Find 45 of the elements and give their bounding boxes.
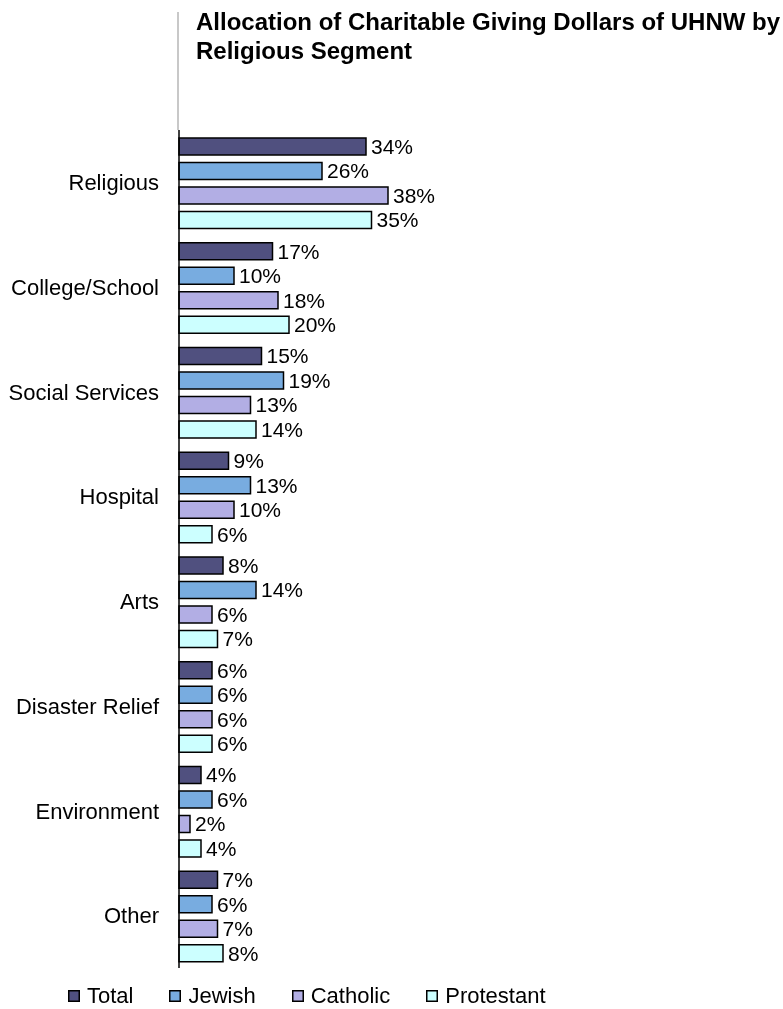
y-tick-label: Social Services [8,379,159,405]
data-label: 6% [217,707,248,731]
data-label: 7% [222,868,253,892]
data-label: 34% [371,134,414,158]
data-label: 18% [283,288,326,312]
data-label: 6% [217,683,248,707]
data-label: 14% [261,578,304,602]
data-label: 6% [217,787,248,811]
data-label: 6% [217,892,248,916]
legend-label: Total [87,983,134,1009]
text: Allocation of Charitable Giving Dollars of UHNW by Religious Segment [196,7,782,65]
data-label: 8% [228,553,259,577]
y-tick-label: Other [103,903,159,929]
y-tick-label: Religious [68,170,159,196]
data-label: 4% [206,763,237,787]
data-label: 7% [222,917,253,941]
data-label: 26% [327,159,370,183]
data-label: 2% [195,812,226,836]
y-tick-label: Disaster Relief [15,693,160,719]
data-label: 13% [255,473,298,497]
y-tick-label: Arts [119,589,159,615]
data-label: 20% [294,313,337,337]
data-label: 10% [239,264,282,288]
data-label: 6% [217,732,248,756]
legend-label: Jewish [188,983,256,1009]
data-label: 6% [217,522,248,546]
data-label: 7% [222,627,253,651]
legend-label: Catholic [310,983,391,1009]
data-label: 14% [261,417,304,441]
y-tick-label: Hospital [79,484,159,510]
data-label: 10% [239,498,282,522]
legend-label: Protestant [445,983,546,1009]
data-label: 15% [266,344,309,368]
data-label: 6% [217,658,248,682]
data-label: 6% [217,602,248,626]
data-label: 19% [288,368,331,392]
data-label: 17% [277,239,320,263]
y-tick-label: College/School [11,274,159,300]
y-tick-label: Environment [35,798,159,824]
data-label: 13% [255,393,298,417]
data-label: 38% [393,183,436,207]
data-label: 35% [376,208,419,232]
data-label: 9% [233,449,264,473]
data-label: 8% [228,941,259,965]
data-label: 4% [206,836,237,860]
